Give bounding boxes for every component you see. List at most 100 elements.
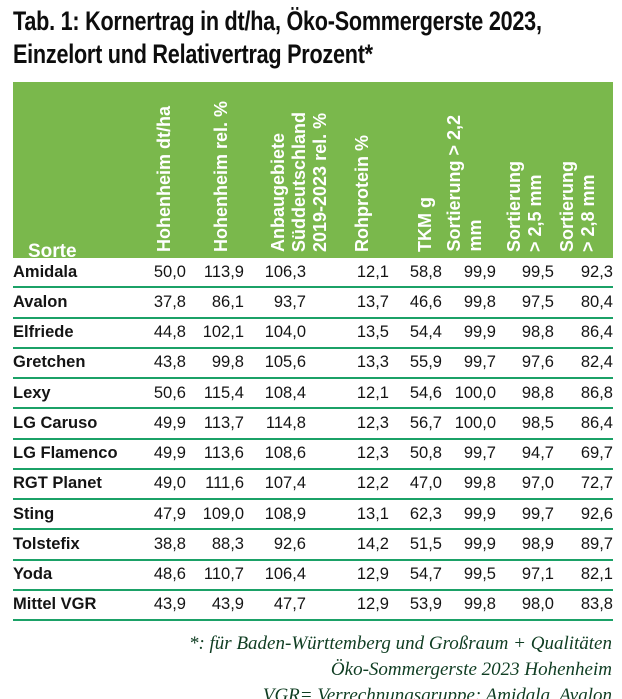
value-cell: 12,3 bbox=[356, 413, 389, 432]
value-cell: 113,6 bbox=[203, 444, 244, 463]
value-cell: 82,4 bbox=[580, 353, 613, 372]
value-cell: 12,9 bbox=[356, 565, 389, 584]
sorte-cell: Yoda bbox=[13, 565, 53, 584]
value-cell: 48,6 bbox=[153, 565, 186, 584]
value-cell: 43,9 bbox=[153, 595, 186, 614]
footnote-line-3: VGR= Verrechnungsgruppe: Amidala, Avalon bbox=[262, 685, 612, 699]
value-cell: 12,2 bbox=[356, 474, 389, 493]
value-cell: 99,9 bbox=[463, 504, 496, 523]
table-row: LG Caruso 49,9 113,7 114,8 12,3 56,7 100… bbox=[13, 408, 613, 439]
value-cell: 99,9 bbox=[463, 323, 496, 342]
value-cell: 98,8 bbox=[521, 323, 554, 342]
column-header-sorte: Sorte bbox=[28, 241, 77, 262]
value-cell: 12,1 bbox=[356, 262, 389, 281]
value-cell: 54,6 bbox=[409, 383, 442, 402]
value-cell: 98,9 bbox=[521, 534, 554, 553]
value-cell: 58,8 bbox=[409, 262, 442, 281]
sorte-cell: RGT Planet bbox=[13, 474, 102, 493]
value-cell: 50,6 bbox=[153, 383, 186, 402]
value-cell: 93,7 bbox=[273, 292, 306, 311]
value-cell: 92,3 bbox=[580, 262, 613, 281]
value-cell: 51,5 bbox=[409, 534, 442, 553]
value-cell: 111,6 bbox=[205, 474, 244, 493]
value-cell: 72,7 bbox=[580, 474, 613, 493]
column-header-sortierung-2-8: Sortierung > 2,8 mm bbox=[533, 84, 622, 252]
value-cell: 37,8 bbox=[153, 292, 186, 311]
value-cell: 80,4 bbox=[580, 292, 613, 311]
table-title-line-2: Einzelort und Relativertrag Prozent* bbox=[13, 39, 373, 69]
value-cell: 115,4 bbox=[203, 383, 244, 402]
value-cell: 13,5 bbox=[356, 323, 389, 342]
column-header-hohenheim-rel: Hohenheim rel. % bbox=[176, 84, 266, 252]
value-cell: 13,7 bbox=[356, 292, 389, 311]
sorte-cell: Amidala bbox=[13, 262, 78, 281]
value-cell: 99,8 bbox=[463, 474, 496, 493]
value-cell: 86,4 bbox=[580, 413, 613, 432]
value-cell: 108,6 bbox=[264, 444, 306, 463]
column-header-label: Hohenheim rel. % bbox=[210, 100, 231, 252]
value-cell: 99,8 bbox=[463, 292, 496, 311]
value-cell: 114,8 bbox=[265, 413, 306, 432]
value-cell: 98,0 bbox=[521, 595, 554, 614]
value-cell: 99,7 bbox=[521, 504, 554, 523]
value-cell: 46,6 bbox=[409, 292, 442, 311]
column-header-label: Hohenheim dt/ha bbox=[153, 105, 174, 252]
value-cell: 43,9 bbox=[211, 595, 244, 614]
value-cell: 100,0 bbox=[454, 413, 496, 432]
value-cell: 44,8 bbox=[153, 323, 186, 342]
table-header: Sorte Hohenheim dt/ha Hohenheim rel. % A… bbox=[13, 82, 613, 262]
value-cell: 49,9 bbox=[153, 444, 186, 463]
value-cell: 99,7 bbox=[463, 353, 496, 372]
sorte-cell: Lexy bbox=[13, 383, 51, 402]
value-cell: 109,0 bbox=[202, 504, 244, 523]
value-cell: 38,8 bbox=[153, 534, 186, 553]
value-cell: 98,8 bbox=[521, 383, 554, 402]
value-cell: 99,8 bbox=[463, 595, 496, 614]
value-cell: 107,4 bbox=[264, 474, 306, 493]
value-cell: 47,7 bbox=[273, 595, 306, 614]
value-cell: 53,9 bbox=[409, 595, 442, 614]
sorte-cell: Sting bbox=[13, 504, 55, 523]
sorte-cell: LG Caruso bbox=[13, 413, 98, 432]
value-cell: 97,5 bbox=[521, 292, 554, 311]
value-cell: 98,5 bbox=[521, 413, 554, 432]
value-cell: 92,6 bbox=[273, 534, 306, 553]
table-row: Amidala 50,0 113,9 106,3 12,1 58,8 99,9 … bbox=[13, 258, 613, 288]
value-cell: 69,7 bbox=[580, 444, 613, 463]
value-cell: 92,6 bbox=[580, 504, 613, 523]
value-cell: 82,1 bbox=[580, 565, 613, 584]
sorte-cell: Tolstefix bbox=[13, 534, 80, 553]
value-cell: 62,3 bbox=[409, 504, 442, 523]
value-cell: 106,3 bbox=[264, 262, 306, 281]
value-cell: 110,7 bbox=[203, 565, 244, 584]
value-cell: 55,9 bbox=[409, 353, 442, 372]
value-cell: 12,1 bbox=[356, 383, 389, 402]
sorte-cell: Avalon bbox=[13, 292, 68, 311]
value-cell: 86,1 bbox=[211, 292, 244, 311]
value-cell: 54,7 bbox=[409, 565, 442, 584]
value-cell: 100,0 bbox=[454, 383, 496, 402]
value-cell: 50,8 bbox=[409, 444, 442, 463]
value-cell: 47,0 bbox=[409, 474, 442, 493]
value-cell: 108,9 bbox=[264, 504, 306, 523]
table-title: Tab. 1: Kornertrag in dt/ha, Öko-Sommerg… bbox=[13, 5, 605, 71]
value-cell: 56,7 bbox=[409, 413, 442, 432]
table-row: Lexy 50,6 115,4 108,4 12,1 54,6 100,0 98… bbox=[13, 378, 613, 409]
table-row: LG Flamenco 49,9 113,6 108,6 12,3 50,8 9… bbox=[13, 439, 613, 469]
value-cell: 108,4 bbox=[264, 383, 306, 402]
value-cell: 99,8 bbox=[211, 353, 244, 372]
value-cell: 99,7 bbox=[463, 444, 496, 463]
sorte-cell: Elfriede bbox=[13, 323, 74, 342]
value-cell: 113,7 bbox=[203, 413, 244, 432]
value-cell: 97,6 bbox=[521, 353, 554, 372]
table-row-mittel-vgr: Mittel VGR 43,9 43,9 47,7 12,9 53,9 99,8… bbox=[13, 590, 613, 620]
sorte-cell: Mittel VGR bbox=[13, 595, 97, 614]
value-cell: 99,9 bbox=[463, 262, 496, 281]
value-cell: 99,9 bbox=[463, 534, 496, 553]
data-table: Amidala 50,0 113,9 106,3 12,1 58,8 99,9 … bbox=[13, 258, 613, 621]
value-cell: 13,3 bbox=[356, 353, 389, 372]
value-cell: 43,8 bbox=[153, 353, 186, 372]
value-cell: 12,3 bbox=[356, 444, 389, 463]
value-cell: 86,4 bbox=[580, 323, 613, 342]
